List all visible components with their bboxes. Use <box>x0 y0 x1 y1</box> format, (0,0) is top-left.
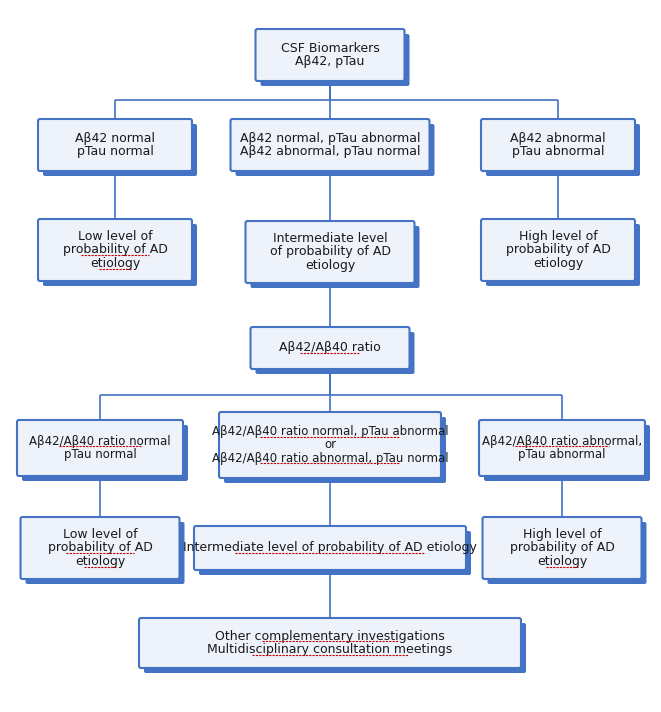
Text: etiology: etiology <box>90 258 140 271</box>
FancyBboxPatch shape <box>486 224 640 286</box>
Text: Aβ42/Aβ40 ratio abnormal,: Aβ42/Aβ40 ratio abnormal, <box>482 435 642 448</box>
FancyBboxPatch shape <box>483 517 641 579</box>
FancyBboxPatch shape <box>481 119 635 171</box>
Text: Aβ42 abnormal, pTau normal: Aβ42 abnormal, pTau normal <box>240 145 420 159</box>
Text: Aβ42, pTau: Aβ42, pTau <box>295 56 365 68</box>
Text: Aβ42/Aβ40 ratio normal: Aβ42/Aβ40 ratio normal <box>29 435 171 448</box>
FancyBboxPatch shape <box>251 327 410 369</box>
FancyBboxPatch shape <box>479 420 645 476</box>
FancyBboxPatch shape <box>199 531 471 575</box>
FancyBboxPatch shape <box>38 219 192 281</box>
Text: etiology: etiology <box>75 555 125 568</box>
Text: Aβ42 normal, pTau abnormal: Aβ42 normal, pTau abnormal <box>240 132 420 145</box>
FancyBboxPatch shape <box>488 522 646 584</box>
FancyBboxPatch shape <box>43 224 197 286</box>
Text: probability of AD: probability of AD <box>63 244 167 256</box>
Text: probability of AD: probability of AD <box>48 542 153 555</box>
Text: Aβ42 abnormal: Aβ42 abnormal <box>510 132 606 145</box>
FancyBboxPatch shape <box>224 417 446 483</box>
FancyBboxPatch shape <box>235 124 434 176</box>
Text: Aβ42/Aβ40 ratio normal, pTau abnormal: Aβ42/Aβ40 ratio normal, pTau abnormal <box>212 425 448 439</box>
FancyBboxPatch shape <box>256 332 414 374</box>
Text: or: or <box>324 439 336 451</box>
FancyBboxPatch shape <box>22 425 188 481</box>
Text: Aβ42/Aβ40 ratio: Aβ42/Aβ40 ratio <box>279 342 381 355</box>
Text: Intermediate level of probability of AD etiology: Intermediate level of probability of AD … <box>183 542 477 555</box>
Text: pTau abnormal: pTau abnormal <box>512 145 604 159</box>
Text: etiology: etiology <box>537 555 587 568</box>
Text: probability of AD: probability of AD <box>510 542 615 555</box>
Text: etiology: etiology <box>533 258 583 271</box>
FancyBboxPatch shape <box>194 526 466 570</box>
Text: Aβ42 normal: Aβ42 normal <box>75 132 155 145</box>
Text: pTau abnormal: pTau abnormal <box>518 448 605 461</box>
FancyBboxPatch shape <box>231 119 430 171</box>
FancyBboxPatch shape <box>139 618 521 668</box>
FancyBboxPatch shape <box>20 517 180 579</box>
Text: Low level of: Low level of <box>78 229 152 243</box>
Text: etiology: etiology <box>305 259 355 273</box>
FancyBboxPatch shape <box>219 412 441 478</box>
FancyBboxPatch shape <box>486 124 640 176</box>
Text: Other complementary investigations: Other complementary investigations <box>215 629 445 642</box>
FancyBboxPatch shape <box>144 623 526 673</box>
Text: pTau normal: pTau normal <box>63 448 136 461</box>
FancyBboxPatch shape <box>26 522 184 584</box>
FancyBboxPatch shape <box>245 221 414 283</box>
Text: High level of: High level of <box>519 229 598 243</box>
Text: CSF Biomarkers: CSF Biomarkers <box>281 41 379 55</box>
Text: Intermediate level: Intermediate level <box>273 231 387 244</box>
FancyBboxPatch shape <box>260 34 410 86</box>
Text: pTau normal: pTau normal <box>77 145 153 159</box>
FancyBboxPatch shape <box>481 219 635 281</box>
FancyBboxPatch shape <box>17 420 183 476</box>
Text: Low level of: Low level of <box>63 528 137 540</box>
FancyBboxPatch shape <box>38 119 192 171</box>
Text: High level of: High level of <box>523 528 602 540</box>
FancyBboxPatch shape <box>43 124 197 176</box>
Text: of probability of AD: of probability of AD <box>270 246 391 258</box>
FancyBboxPatch shape <box>484 425 650 481</box>
Text: probability of AD: probability of AD <box>506 244 611 256</box>
FancyBboxPatch shape <box>256 29 405 81</box>
FancyBboxPatch shape <box>251 226 420 288</box>
Text: Aβ42/Aβ40 ratio abnormal, pTau normal: Aβ42/Aβ40 ratio abnormal, pTau normal <box>212 451 448 465</box>
Text: Multidisciplinary consultation meetings: Multidisciplinary consultation meetings <box>208 644 453 656</box>
